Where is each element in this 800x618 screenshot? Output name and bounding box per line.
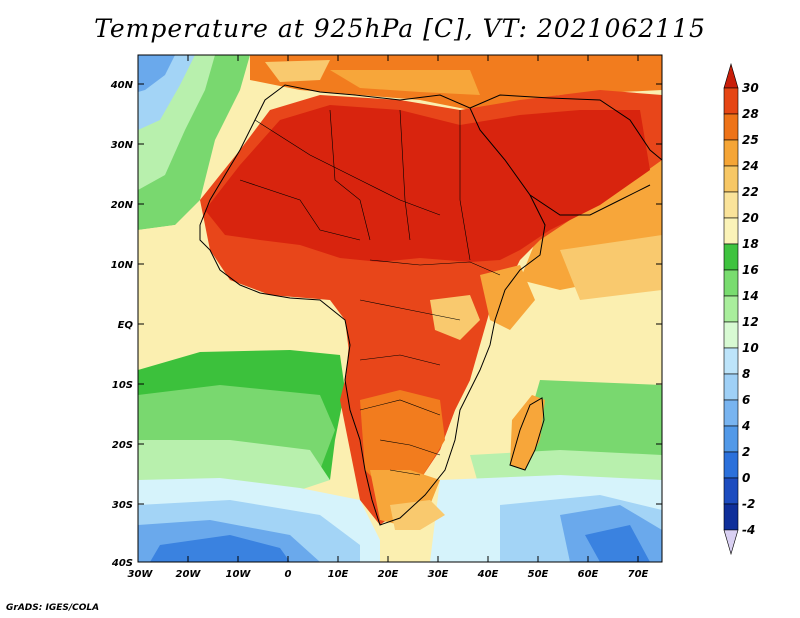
colorbar-label: 12: [742, 315, 759, 329]
colorbar-cell: [723, 451, 739, 479]
colorbar-label: 28: [742, 107, 759, 121]
lat-label-20n: 20N: [111, 200, 134, 211]
lat-label-40s: 40S: [111, 558, 133, 569]
colorbar-cell: [723, 87, 739, 115]
country-borders: [239, 109, 501, 476]
colorbar-cell: [723, 347, 739, 375]
colorbar-label: 22: [742, 185, 759, 199]
lon-label-70e: 70E: [628, 569, 649, 580]
colorbar-label: 16: [742, 263, 759, 277]
colorbar-cell: [723, 243, 739, 271]
colorbar-label: 10: [742, 341, 759, 355]
colorbar-label: -2: [742, 497, 755, 511]
lon-label-20w: 20W: [176, 569, 202, 580]
lon-label-10w: 10W: [226, 569, 252, 580]
colorbar-labels: 30 28 25 24 22 20 18 16 14 12 10 8 6 4 2…: [741, 81, 759, 537]
lat-label-eq: EQ: [118, 320, 134, 331]
colorbar-label: -4: [742, 523, 755, 537]
colorbar-cell: [723, 399, 739, 427]
temperature-field: [138, 55, 662, 562]
lat-label-40n: 40N: [110, 80, 134, 91]
lon-label-40e: 40E: [477, 569, 499, 580]
longitude-axis: 30W 20W 10W 0 10E 20E 30E 40E 50E 60E 70…: [128, 55, 649, 580]
lon-label-50e: 50E: [528, 569, 549, 580]
colorbar-bottom-arrow: [723, 529, 739, 556]
lon-label-10e: 10E: [328, 569, 349, 580]
colorbar-cell: [723, 165, 739, 193]
colorbar-cell: [723, 425, 739, 453]
colorbar-cell: [723, 477, 739, 505]
lon-label-0: 0: [285, 569, 292, 580]
lat-label-10s: 10S: [112, 380, 133, 391]
colorbar-label: 20: [742, 211, 759, 225]
colorbar-cell: [723, 217, 739, 245]
lat-label-30n: 30N: [111, 140, 134, 151]
coastlines: [199, 84, 662, 526]
lat-label-10n: 10N: [111, 260, 134, 271]
colorbar-cell: [723, 191, 739, 219]
lon-label-60e: 60E: [578, 569, 599, 580]
colorbar-label: 14: [742, 289, 759, 303]
colorbar-label: 6: [742, 393, 750, 407]
colorbar-cell: [723, 139, 739, 167]
colorbar-cell: [723, 503, 739, 531]
chart-title: Temperature at 925hPa [C], VT: 202106211…: [94, 14, 706, 43]
colorbar-top-arrow: [723, 62, 739, 89]
colorbar-cell: [723, 321, 739, 349]
map-frame: [137, 54, 663, 563]
colorbar-cell: [723, 269, 739, 297]
lat-label-20s: 20S: [112, 440, 133, 451]
lon-label-30w: 30W: [128, 569, 154, 580]
lon-label-20e: 20E: [378, 569, 399, 580]
colorbar-cell: [723, 373, 739, 401]
colorbar-label: 24: [742, 159, 759, 173]
colorbar: 30 28 25 24 22 20 18 16 14 12 10 8 6 4 2…: [723, 62, 759, 556]
grads-credit: GrADS: IGES/COLA: [6, 603, 100, 613]
colorbar-label: 8: [742, 367, 750, 381]
colorbar-label: 0: [742, 471, 750, 485]
colorbar-label: 2: [742, 445, 750, 459]
colorbar-label: 30: [742, 81, 759, 95]
lon-label-30e: 30E: [428, 569, 449, 580]
colorbar-label: 25: [742, 133, 759, 147]
colorbar-cell: [723, 295, 739, 323]
colorbar-cells: [723, 62, 739, 556]
lat-label-30s: 30S: [112, 500, 133, 511]
colorbar-label: 4: [741, 419, 750, 433]
latitude-axis: 40N 30N 20N 10N EQ 10S 20S 30S 40S: [110, 80, 662, 569]
colorbar-label: 18: [742, 237, 759, 251]
colorbar-cell: [723, 113, 739, 141]
